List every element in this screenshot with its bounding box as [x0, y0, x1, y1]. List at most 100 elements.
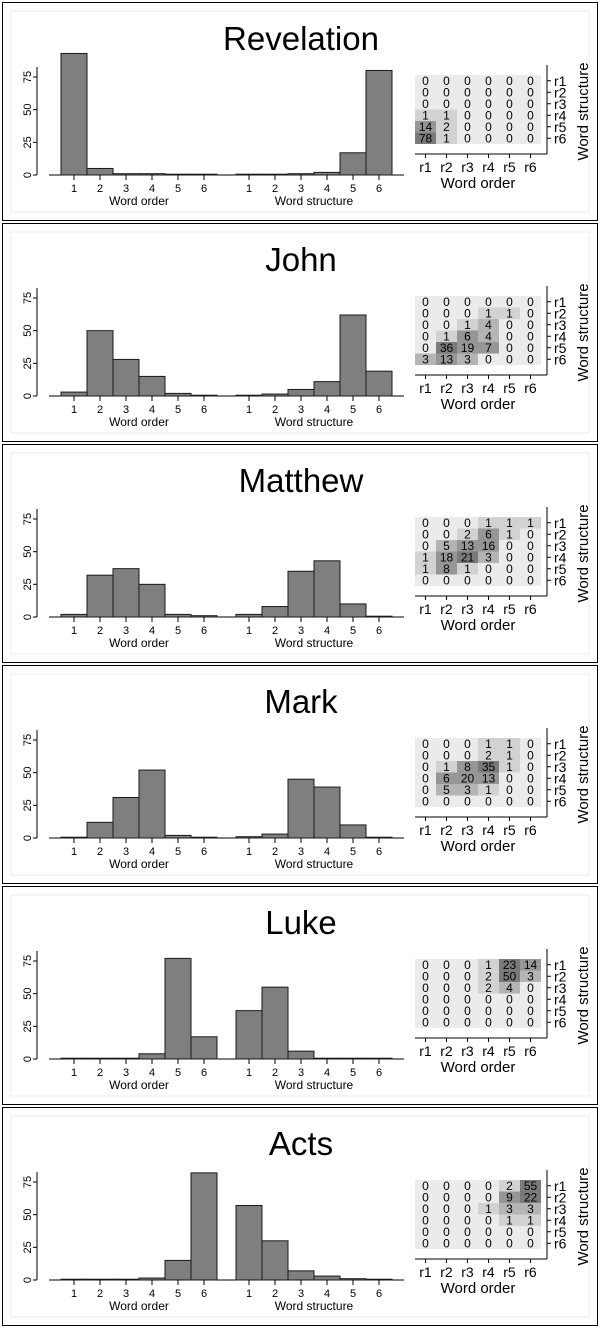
heatmap-y-tick-label: r5 [554, 340, 567, 356]
heatmap-x-tick-label: r3 [461, 601, 474, 617]
heatmap-y-tick-label: r1 [554, 73, 567, 89]
heatmap-value: 0 [506, 97, 513, 111]
heatmap-y-tick-label: r6 [554, 351, 567, 367]
heatmap-value: 0 [527, 737, 534, 751]
heatmap: 0 0 0 1 23 140 0 0 2 50 30 0 0 2 4 00 0 0 0 0 00 0 0 0 0 00 0 0 0 0 0r… [415, 946, 592, 1076]
heatmap-value: 0 [464, 307, 471, 321]
y-tick-label: 25 [22, 1241, 34, 1253]
heatmap-value: 0 [485, 353, 492, 367]
bar [365, 615, 393, 618]
bar [164, 834, 192, 839]
heatmap-value: 0 [527, 109, 534, 123]
heatmap-value: 0 [443, 1225, 450, 1239]
heatmap-cell [478, 330, 499, 342]
panel-title: John [265, 241, 337, 278]
heatmap-value: 0 [422, 539, 429, 553]
heatmap-value: 0 [464, 86, 471, 100]
heatmap-value: 0 [422, 772, 429, 786]
plot-region [10, 10, 590, 213]
heatmap-x-tick-label: r4 [482, 1043, 495, 1059]
heatmap-value: 0 [422, 307, 429, 321]
heatmap-value: 0 [485, 1214, 492, 1228]
heatmap-value: 0 [506, 1016, 513, 1030]
x-tick-label: 3 [298, 404, 304, 416]
heatmap: 0 0 0 1 1 00 0 0 2 1 00 1 8 35 1 00 6 20 13 0 00 5 3 1 0 00 0 0 0 0 0r… [415, 725, 592, 855]
heatmap-cell [415, 75, 436, 87]
bar [60, 391, 88, 397]
x-tick-label: 5 [350, 183, 356, 195]
heatmap-cell [436, 993, 457, 1005]
heatmap-y-tick-label: r5 [554, 561, 567, 577]
heatmap-cell [499, 738, 520, 750]
y-tick-label: 75 [22, 513, 34, 525]
bar [86, 1278, 114, 1281]
heatmap-cell [499, 121, 520, 133]
bar [313, 786, 341, 839]
bar [138, 583, 166, 618]
bar [190, 836, 218, 839]
plot-region [10, 1115, 590, 1318]
heatmap-cell [457, 517, 478, 529]
heatmap-cell [415, 1226, 436, 1238]
heatmap-x-tick-label: r1 [419, 822, 432, 838]
panel-title: Luke [265, 904, 337, 941]
heatmap-value: 0 [443, 981, 450, 995]
heatmap-cell [436, 307, 457, 319]
x-tick-label: 6 [376, 1288, 382, 1300]
heatmap-cell [436, 563, 457, 575]
heatmap-y-tick-label: r3 [554, 1201, 567, 1217]
heatmap-value: 0 [527, 993, 534, 1007]
heatmap-value: 0 [485, 97, 492, 111]
heatmap-cell [478, 121, 499, 133]
heatmap-value: 0 [443, 1179, 450, 1193]
heatmap-value: 1 [443, 109, 450, 123]
heatmap-cell [415, 574, 436, 586]
x-tick-label: 4 [149, 846, 155, 858]
heatmap-value: 0 [464, 795, 471, 809]
heatmap-value: 0 [485, 1237, 492, 1251]
heatmap-cell [415, 528, 436, 540]
heatmap-x-tick-label: r1 [419, 159, 432, 175]
heatmap-cell [520, 761, 541, 773]
x-axis-label: Word structure [275, 415, 354, 429]
heatmap-x-label: Word order [441, 175, 516, 192]
heatmap-y-tick-label: r6 [554, 1235, 567, 1251]
heatmap-value: 3 [485, 551, 492, 565]
heatmap-cell [478, 86, 499, 98]
heatmap-cell [520, 86, 541, 98]
heatmap-cell [478, 1016, 499, 1028]
heatmap-cell [436, 970, 457, 982]
y-tick-label: 50 [22, 767, 34, 779]
heatmap-value: 0 [527, 1237, 534, 1251]
heatmap-value: 7 [485, 341, 492, 355]
heatmap-cell [520, 738, 541, 750]
heatmap-value: 35 [482, 760, 496, 774]
x-tick-label: 1 [71, 404, 77, 416]
bar [112, 1057, 140, 1060]
histogram-word-order: 1 2 3 4 5 6 Word order [49, 330, 229, 429]
x-axis-label: Word order [109, 1078, 169, 1092]
x-tick-label: 3 [123, 183, 129, 195]
plot-region [10, 452, 590, 655]
heatmap-value: 0 [506, 330, 513, 344]
bar [261, 606, 289, 618]
heatmap-value: 0 [527, 981, 534, 995]
bar [138, 1277, 166, 1281]
heatmap-cell [457, 98, 478, 110]
heatmap-x-tick-label: r5 [503, 601, 516, 617]
heatmap-cell [457, 1226, 478, 1238]
heatmap-value: 1 [485, 307, 492, 321]
bar [339, 1278, 367, 1281]
heatmap-value: 0 [506, 1237, 513, 1251]
heatmap-value: 0 [527, 97, 534, 111]
heatmap-x-tick-label: r3 [461, 1264, 474, 1280]
bar [86, 167, 114, 176]
heatmap-value: 0 [506, 74, 513, 88]
heatmap-value: 0 [443, 749, 450, 763]
heatmap-cell [520, 121, 541, 133]
heatmap-cell [499, 1191, 520, 1203]
bar [86, 330, 114, 397]
heatmap-value: 55 [524, 1179, 538, 1193]
